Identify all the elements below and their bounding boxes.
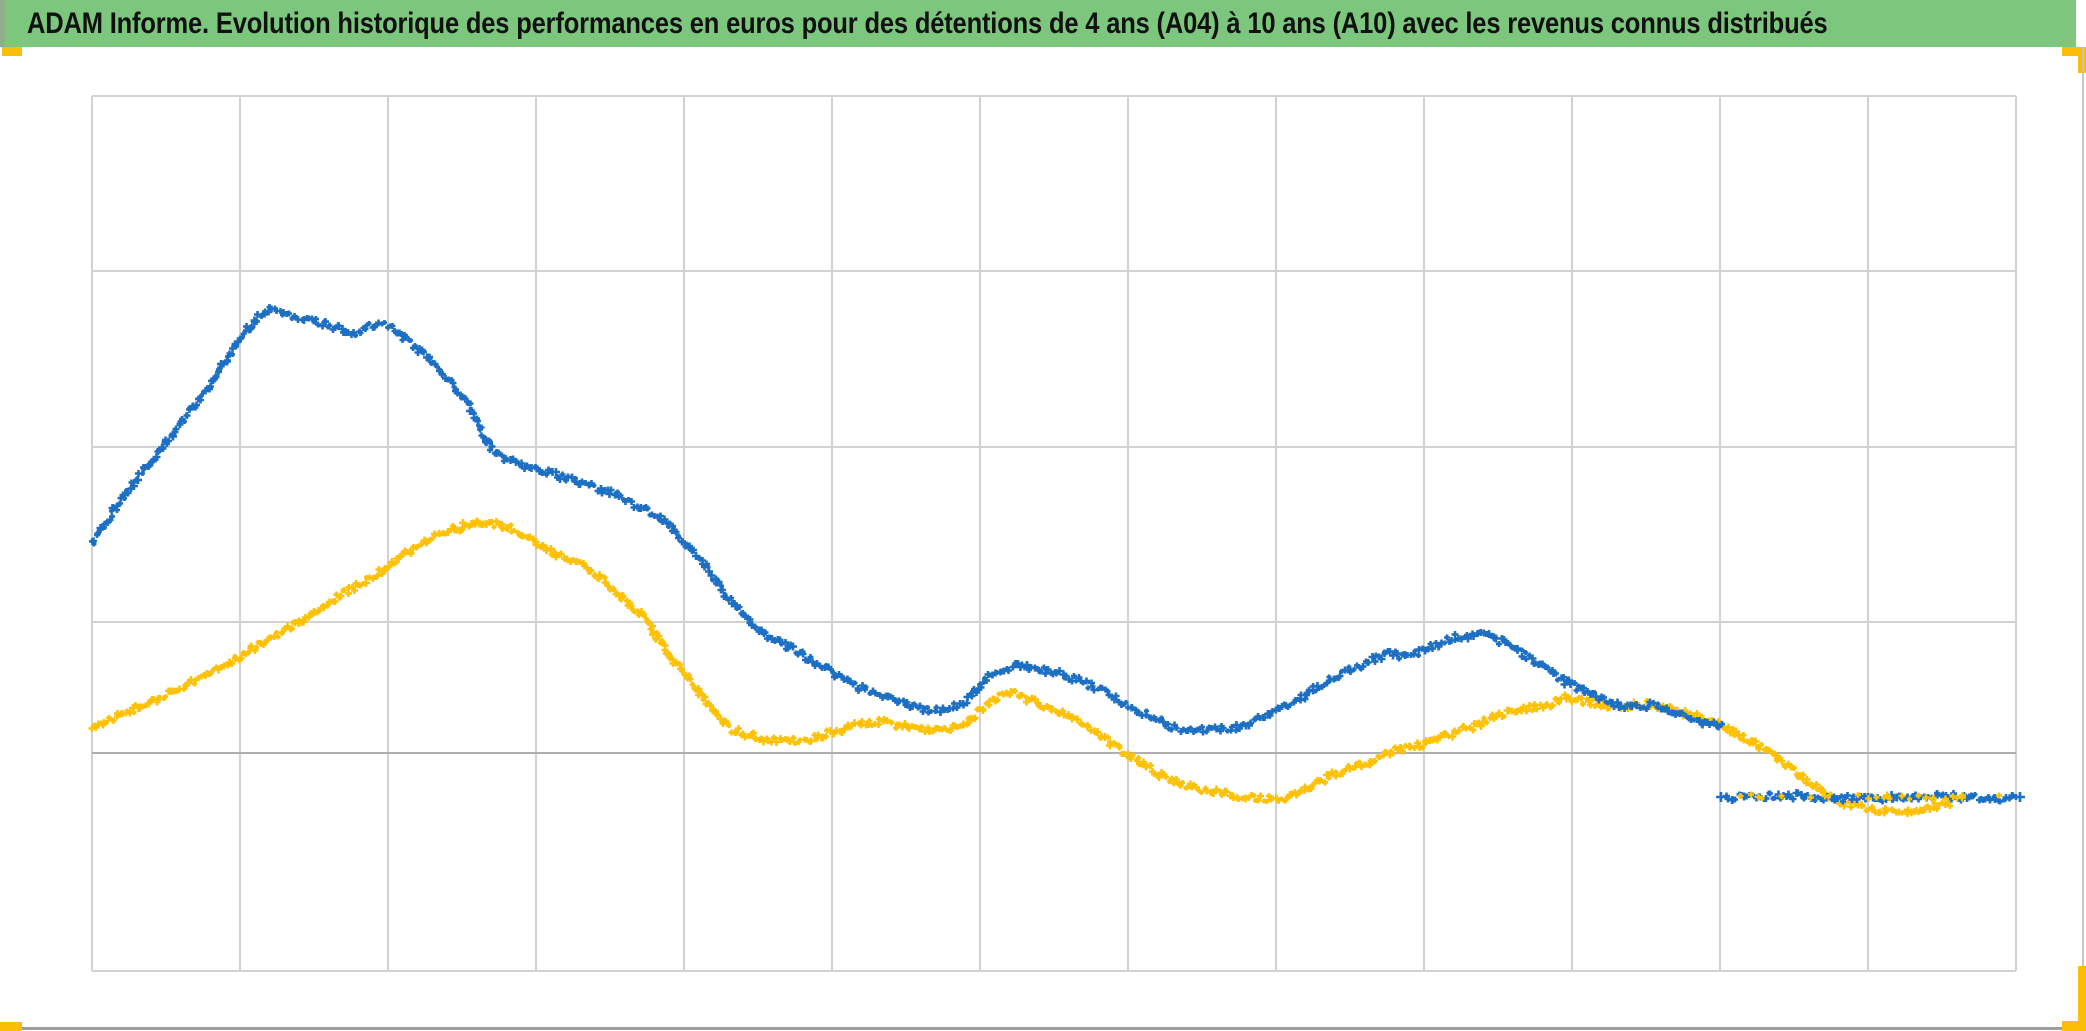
footer-rule <box>22 1027 2086 1030</box>
accent-top-right-horizontal <box>2062 47 2086 56</box>
slide-right-edge <box>2082 47 2084 1031</box>
title-bar-left-edge <box>0 0 5 47</box>
accent-bottom-right-horizontal <box>2062 1021 2086 1031</box>
performance-chart <box>88 95 2025 972</box>
title-bar: ADAM Informe. Evolution historique des p… <box>0 0 2076 47</box>
chart-area <box>0 47 2086 1031</box>
page-title: ADAM Informe. Evolution historique des p… <box>27 0 2086 47</box>
page-title-text: ADAM Informe. Evolution historique des p… <box>27 6 1828 40</box>
accent-bottom-right-vertical <box>2078 966 2086 1031</box>
accent-bottom-left <box>0 1022 22 1031</box>
accent-top-left <box>2 47 22 56</box>
